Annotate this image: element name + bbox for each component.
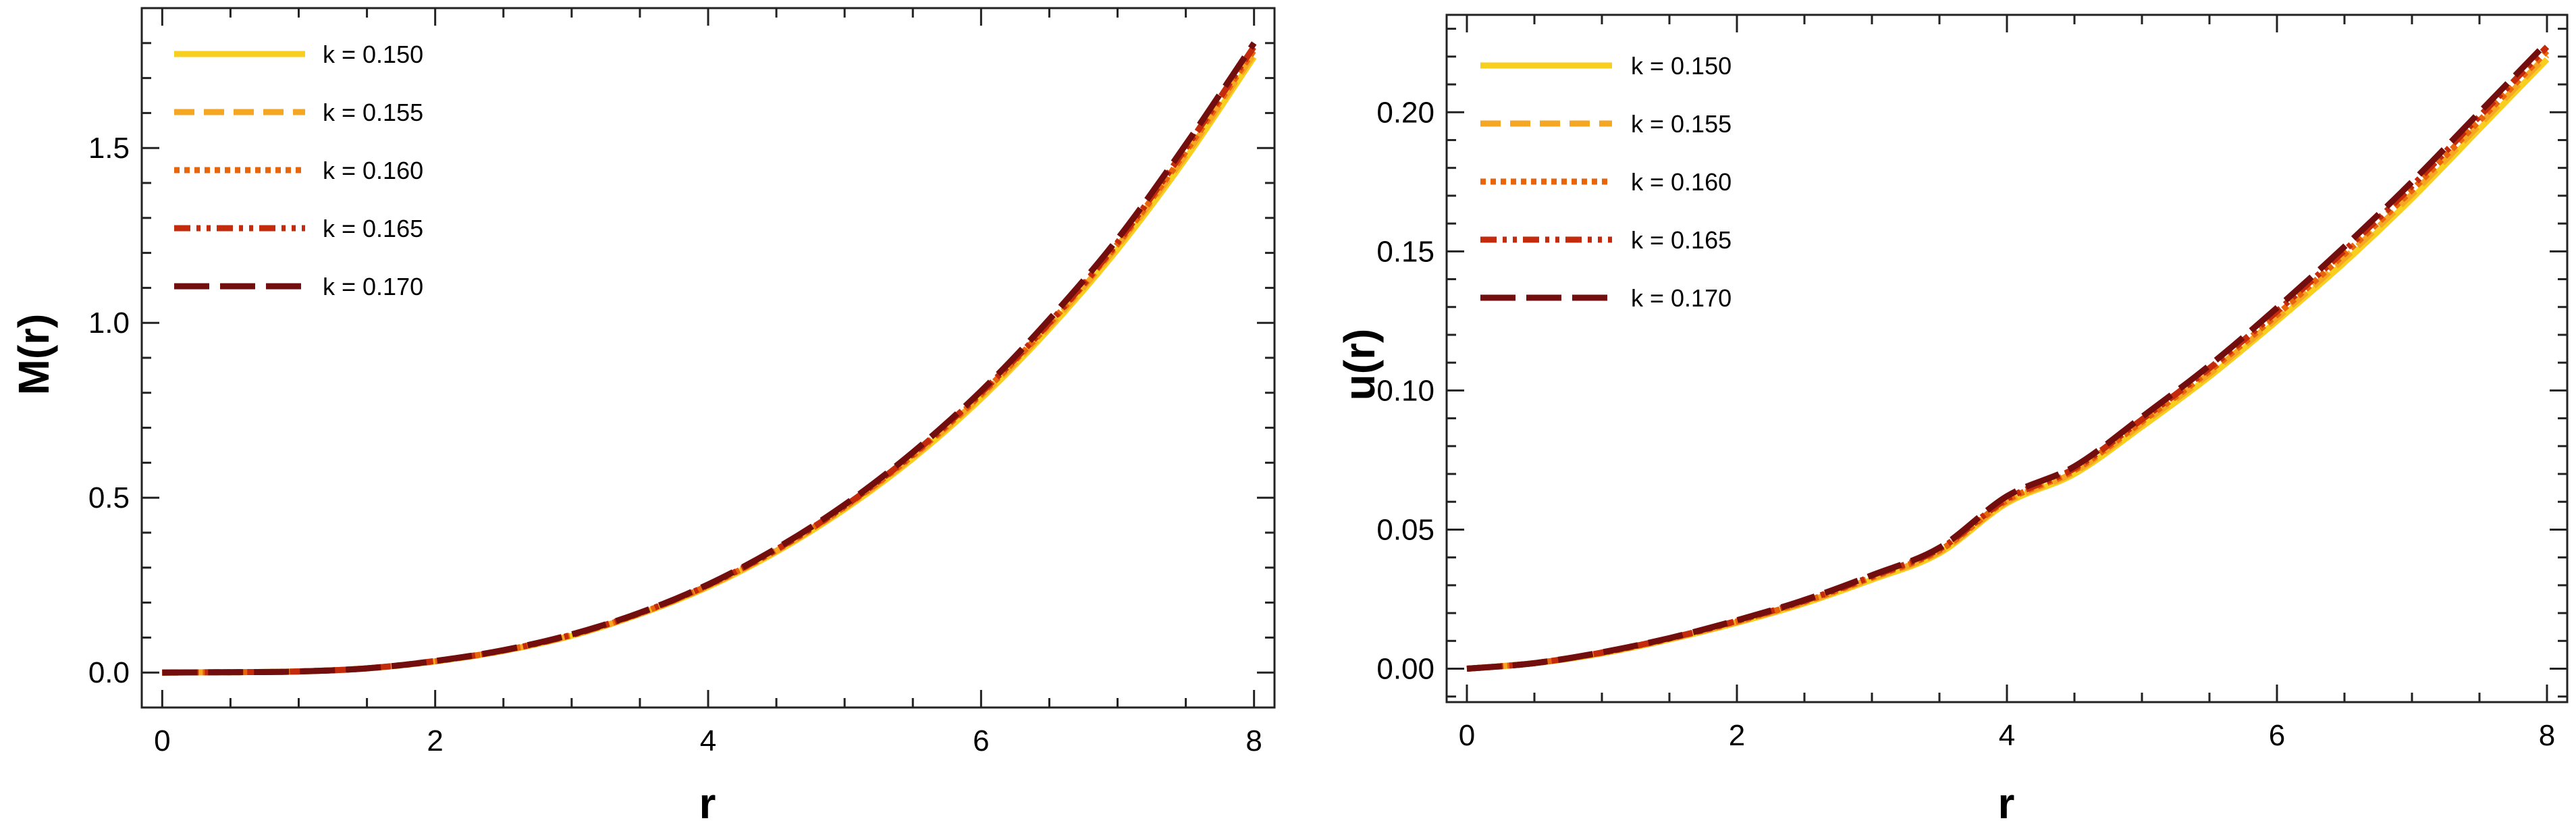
- y-tick-label: 0.0: [88, 656, 130, 689]
- y-axis-label: u(r): [1335, 329, 1384, 401]
- x-tick-label: 2: [427, 724, 443, 757]
- series-group: [162, 41, 1257, 676]
- legend: k = 0.150 k = 0.155 k = 0.160 k = 0.165 k = …: [174, 41, 423, 300]
- energy-density-panel: r u(r) 0 2 4 6 8 0.00 0.05 0.10 0.15 0.20 k = 0.15…: [1335, 14, 2569, 827]
- legend-label: k = 0.160: [323, 157, 423, 184]
- y-tick-label: 0.05: [1376, 513, 1434, 546]
- tick-marks: [142, 8, 1274, 708]
- legend-label: k = 0.170: [1631, 284, 1732, 312]
- x-axis-label: r: [1998, 779, 2015, 827]
- legend-label: k = 0.165: [323, 215, 423, 242]
- legend-label: k = 0.150: [1631, 52, 1732, 80]
- y-axis-label: M(r): [9, 314, 58, 396]
- legend-label: k = 0.150: [323, 41, 423, 68]
- x-axis-label: r: [699, 779, 716, 827]
- legend-label: k = 0.170: [323, 273, 423, 300]
- series-line-5: [1466, 41, 2550, 672]
- y-tick-label: 0.5: [88, 481, 130, 514]
- x-tick-label: 4: [1999, 719, 2015, 752]
- y-tick-label: 1.5: [88, 132, 130, 165]
- y-tick-label: 0.10: [1376, 374, 1434, 407]
- x-tick-label: 2: [1729, 719, 1745, 752]
- y-tick-label: 0.00: [1376, 653, 1434, 686]
- x-tick-label: 8: [1245, 724, 1262, 757]
- legend-label: k = 0.155: [1631, 110, 1732, 138]
- x-tick-label: 8: [2539, 719, 2555, 752]
- x-tick-label: 6: [973, 724, 989, 757]
- series-group: [1466, 41, 2550, 672]
- series-line-5: [162, 41, 1257, 676]
- y-tick-label: 0.20: [1376, 96, 1434, 129]
- legend-label: k = 0.155: [323, 99, 423, 126]
- x-tick-label: 6: [2269, 719, 2285, 752]
- legend-label: k = 0.165: [1631, 226, 1732, 254]
- tick-marks: [1447, 15, 2567, 702]
- legend-label: k = 0.160: [1631, 168, 1732, 196]
- y-tick-label: 0.15: [1376, 235, 1434, 268]
- x-tick-label: 0: [154, 724, 170, 757]
- y-tick-label: 1.0: [88, 306, 130, 340]
- legend: k = 0.150 k = 0.155 k = 0.160 k = 0.165 k = …: [1480, 52, 1732, 312]
- x-tick-label: 0: [1459, 719, 1475, 752]
- x-tick-label: 4: [700, 724, 716, 757]
